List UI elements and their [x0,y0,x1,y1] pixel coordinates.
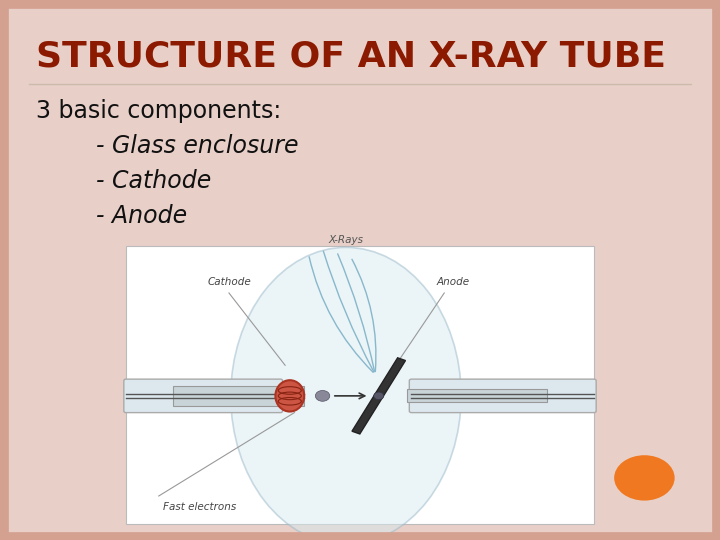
Ellipse shape [230,247,461,540]
Text: Fast electrons: Fast electrons [163,502,237,512]
Text: - Cathode: - Cathode [36,169,211,193]
Text: STRUCTURE OF AN X-RAY TUBE: STRUCTURE OF AN X-RAY TUBE [36,40,666,73]
Text: 3 basic components:: 3 basic components: [36,99,282,123]
FancyBboxPatch shape [409,379,596,413]
Bar [407,389,547,402]
Text: X-Rays: X-Rays [328,235,364,245]
Text: - Anode: - Anode [36,204,187,228]
FancyBboxPatch shape [124,379,282,413]
Ellipse shape [275,380,304,411]
FancyBboxPatch shape [126,246,594,524]
Text: Cathode: Cathode [207,277,251,287]
Text: Anode: Anode [437,277,470,287]
Text: - Glass enclosure: - Glass enclosure [36,134,299,158]
Bar [173,386,304,406]
Circle shape [315,390,330,401]
Circle shape [614,455,675,501]
Bar [352,358,405,434]
Circle shape [374,392,384,400]
